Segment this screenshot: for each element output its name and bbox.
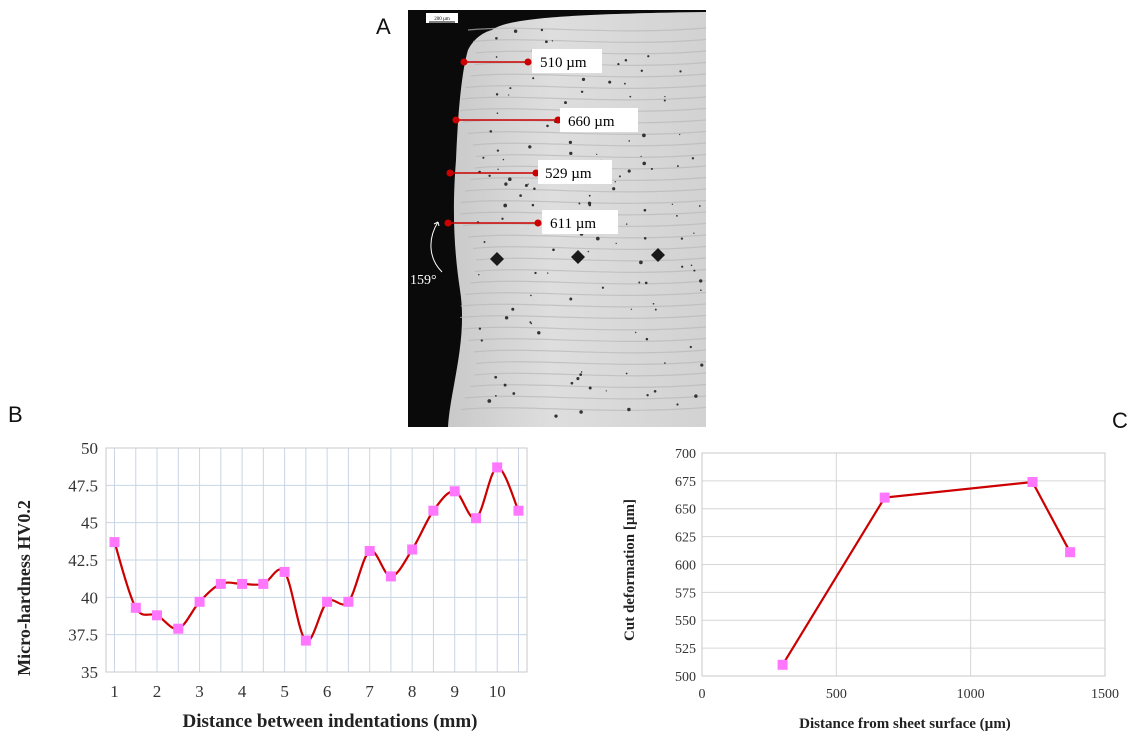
x-tick-label: 5 xyxy=(280,682,289,701)
x-tick-label: 500 xyxy=(826,687,847,702)
indentation-mark xyxy=(490,252,504,266)
plot-area xyxy=(105,447,528,673)
x-tick-label: 10 xyxy=(489,682,506,701)
y-tick-label: 525 xyxy=(675,642,696,657)
x-tick-label: 2 xyxy=(153,682,162,701)
data-point xyxy=(343,596,354,607)
data-point xyxy=(364,546,375,556)
angle-arrowhead xyxy=(433,221,440,227)
plot-area xyxy=(701,452,1106,677)
y-tick-label: 35 xyxy=(81,663,98,682)
x-tick-label: 1 xyxy=(110,682,119,701)
measurement-point xyxy=(524,58,532,66)
x-tick-label: 7 xyxy=(365,682,374,701)
x-tick-label: 8 xyxy=(408,682,417,701)
measurement-point xyxy=(444,219,452,227)
scale-bar-box xyxy=(426,13,458,23)
angle-label: 159° xyxy=(410,273,437,288)
measurement-label: 660 µm xyxy=(568,114,615,130)
panel-label-b: B xyxy=(8,402,23,427)
y-tick-label: 45 xyxy=(81,514,98,533)
y-tick-label: 600 xyxy=(675,558,696,573)
measurement-label: 611 µm xyxy=(550,216,596,232)
data-point xyxy=(279,566,290,577)
data-point xyxy=(407,544,418,555)
indentation-mark xyxy=(571,250,585,264)
y-tick-label: 575 xyxy=(675,586,696,601)
measurement-label-box xyxy=(538,160,612,184)
x-axis-label: Distance between indentations (mm) xyxy=(182,711,477,732)
data-point xyxy=(492,462,503,473)
x-tick-label: 4 xyxy=(238,682,247,701)
measurement-point xyxy=(460,58,468,66)
measurement-label: 529 µm xyxy=(545,166,592,182)
y-tick-label: 625 xyxy=(675,531,696,546)
y-tick-label: 650 xyxy=(675,503,696,518)
x-tick-label: 1500 xyxy=(1091,687,1119,702)
data-point xyxy=(471,513,481,524)
series-line xyxy=(781,480,1072,666)
measurement-point xyxy=(446,169,454,177)
data-point xyxy=(513,505,524,516)
measurement-label-box xyxy=(542,210,618,234)
y-tick-label: 675 xyxy=(675,475,696,490)
measurement-point xyxy=(554,116,562,124)
x-tick-label: 9 xyxy=(450,682,459,701)
data-point xyxy=(237,578,248,589)
y-tick-label: 37.5 xyxy=(68,626,98,645)
data-point xyxy=(258,578,269,589)
data-point xyxy=(215,578,226,589)
data-point xyxy=(1027,477,1038,487)
y-tick-label: 700 xyxy=(675,447,696,462)
data-point xyxy=(385,571,396,582)
measurement-point xyxy=(452,116,460,124)
data-point xyxy=(300,635,311,646)
data-point xyxy=(109,537,120,548)
x-tick-label: 6 xyxy=(323,682,332,701)
y-tick-label: 500 xyxy=(675,670,696,685)
panel-label-c: C xyxy=(1112,408,1128,433)
y-axis-label: Cut deformation [µm] xyxy=(622,499,638,641)
measurement-point xyxy=(532,169,540,177)
data-point xyxy=(152,610,162,621)
x-axis-label: Distance from sheet surface (µm) xyxy=(799,716,1011,732)
data-point xyxy=(322,596,333,607)
chart-grid xyxy=(702,452,1106,677)
data-point xyxy=(879,492,890,503)
x-tick-label: 3 xyxy=(195,682,204,701)
scale-bar-label: 200 µm xyxy=(434,17,450,22)
y-tick-label: 42.5 xyxy=(68,551,98,570)
measurement-label-box xyxy=(532,49,602,73)
chart-grid xyxy=(106,447,527,673)
measurement-point xyxy=(534,219,542,227)
y-tick-label: 47.5 xyxy=(68,476,98,495)
data-point xyxy=(449,486,460,497)
data-point xyxy=(428,505,439,516)
panel-label-a: A xyxy=(376,14,391,39)
measurement-label: 510 µm xyxy=(540,55,587,71)
data-point xyxy=(130,602,141,613)
data-point xyxy=(777,659,788,670)
y-tick-label: 40 xyxy=(81,588,98,607)
deformation-chart: 0 500 1000 1500 500525550575600625650675700… xyxy=(622,447,1119,732)
measurement-label-box xyxy=(560,108,638,132)
x-tick-label: 0 xyxy=(699,687,706,702)
data-point xyxy=(173,623,184,634)
y-axis-label: Micro-hardness HV0.2 xyxy=(14,500,34,676)
micrograph-image: 200 µm 510 µm 660 µm 529 µm 611 µm 159° xyxy=(408,10,706,427)
x-tick-label: 1000 xyxy=(957,687,985,702)
data-point xyxy=(1065,547,1076,558)
indentation-mark xyxy=(651,248,665,262)
y-tick-label: 550 xyxy=(675,614,696,629)
y-tick-label: 50 xyxy=(81,439,98,458)
angle-arc xyxy=(430,221,443,273)
data-point xyxy=(194,596,205,607)
